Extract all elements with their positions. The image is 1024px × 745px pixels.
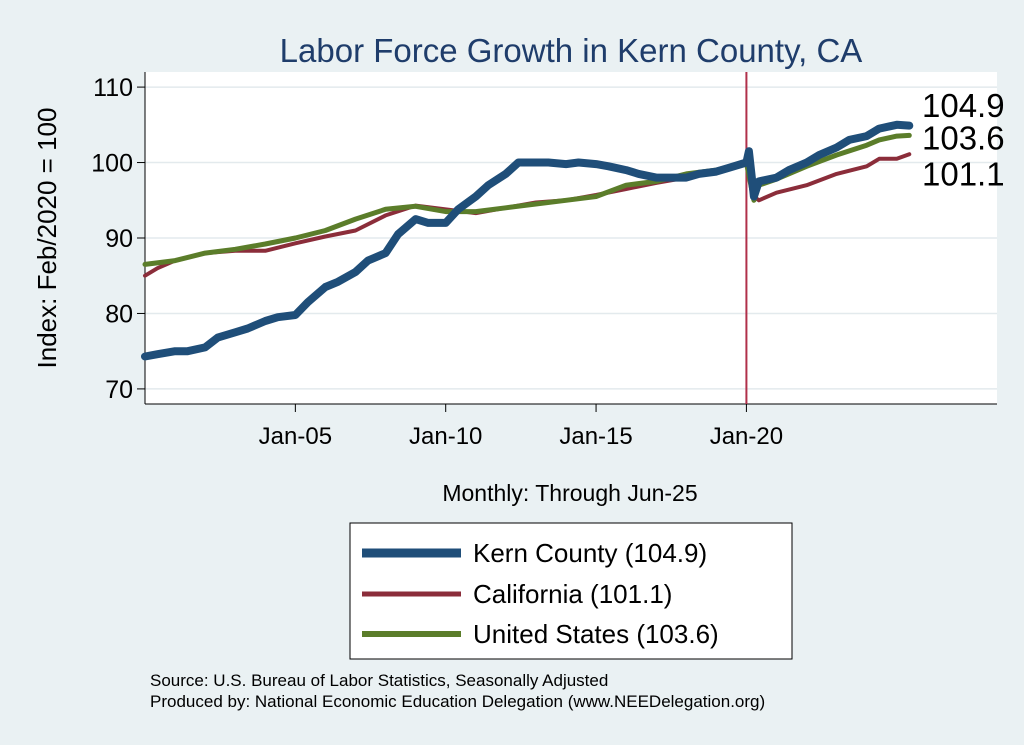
y-tick-label: 110 [93, 74, 133, 102]
y-tick-label: 80 [105, 300, 133, 328]
chart-title: Labor Force Growth in Kern County, CA [280, 32, 863, 69]
legend-label-us: United States (103.6) [473, 619, 719, 649]
end-label-us: 103.6 [922, 119, 1005, 156]
y-tick-label: 90 [105, 225, 133, 253]
legend-label-kern: Kern County (104.9) [473, 538, 707, 568]
y-tick-label: 70 [105, 376, 133, 404]
x-tick-label: Jan-05 [259, 423, 332, 450]
x-tick-label: Jan-20 [710, 423, 783, 450]
y-tick-label: 100 [91, 150, 133, 178]
x-tick-label: Jan-10 [409, 423, 482, 450]
x-tick-label: Jan-15 [559, 423, 632, 450]
plot-area: 70 80 90 100 110 Jan-05 Jan-10 Jan-15 Jan-20 104.… [91, 72, 1005, 450]
legend: Kern County (104.9) California (101.1) Uni… [349, 522, 793, 660]
legend-label-ca: California (101.1) [473, 579, 672, 609]
x-axis-label: Monthly: Through Jun-25 [442, 480, 697, 506]
y-axis-label: Index: Feb/2020 = 100 [32, 108, 62, 369]
series-line-kern [141, 120, 914, 361]
chart-svg: Labor Force Growth in Kern County, CA 70… [32, 32, 1005, 660]
source-note: Source: U.S. Bureau of Labor Statistics,… [150, 671, 609, 690]
series-line-us [142, 132, 912, 267]
end-label-kern: 104.9 [922, 87, 1005, 124]
produced-by-note: Produced by: National Economic Education… [150, 692, 766, 711]
end-label-ca: 101.1 [922, 156, 1005, 193]
